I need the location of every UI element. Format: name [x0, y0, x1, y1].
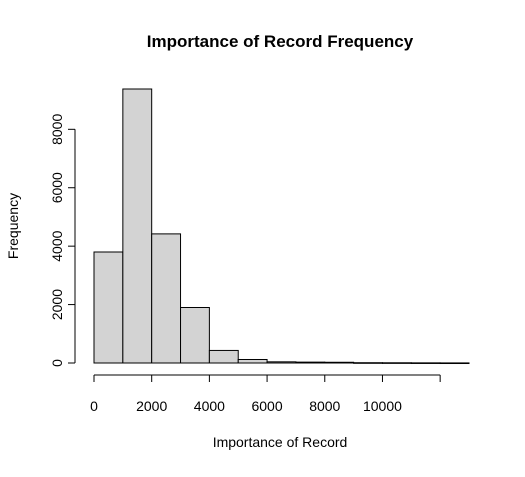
histogram-bar — [93, 251, 124, 364]
histogram-bar — [237, 358, 268, 364]
histogram-bar — [266, 361, 297, 364]
x-tick-label: 0 — [90, 398, 98, 414]
x-axis: 0 2000 4000 6000 8000 10000 — [90, 374, 441, 414]
y-axis: 0 2000 4000 6000 8000 — [49, 114, 76, 367]
y-tick-label: 8000 — [49, 114, 65, 145]
y-tick-label: 0 — [49, 359, 65, 367]
y-tick-label: 6000 — [49, 172, 65, 203]
histogram-bar — [324, 361, 355, 364]
histogram-bar — [151, 233, 182, 364]
x-tick-label: 10000 — [363, 398, 402, 414]
y-axis-label: Frequency — [5, 193, 21, 259]
histogram-bar — [410, 362, 441, 364]
histogram-bar — [381, 362, 412, 364]
histogram-bar — [208, 349, 239, 364]
y-tick-label: 2000 — [49, 289, 65, 320]
histogram-bar — [180, 306, 210, 364]
x-tick-label: 4000 — [194, 398, 225, 414]
x-tick-label: 6000 — [251, 398, 282, 414]
chart-title: Importance of Record Frequency — [147, 32, 414, 51]
y-tick-label: 4000 — [49, 230, 65, 261]
histogram-bar — [122, 88, 153, 364]
x-tick-label: 2000 — [136, 398, 167, 414]
histogram-bar — [439, 362, 470, 365]
histogram-bar — [295, 361, 326, 364]
histogram-bar — [353, 362, 383, 364]
bars-layer — [93, 88, 470, 365]
x-axis-label: Importance of Record — [213, 434, 348, 450]
x-tick-label: 8000 — [309, 398, 340, 414]
